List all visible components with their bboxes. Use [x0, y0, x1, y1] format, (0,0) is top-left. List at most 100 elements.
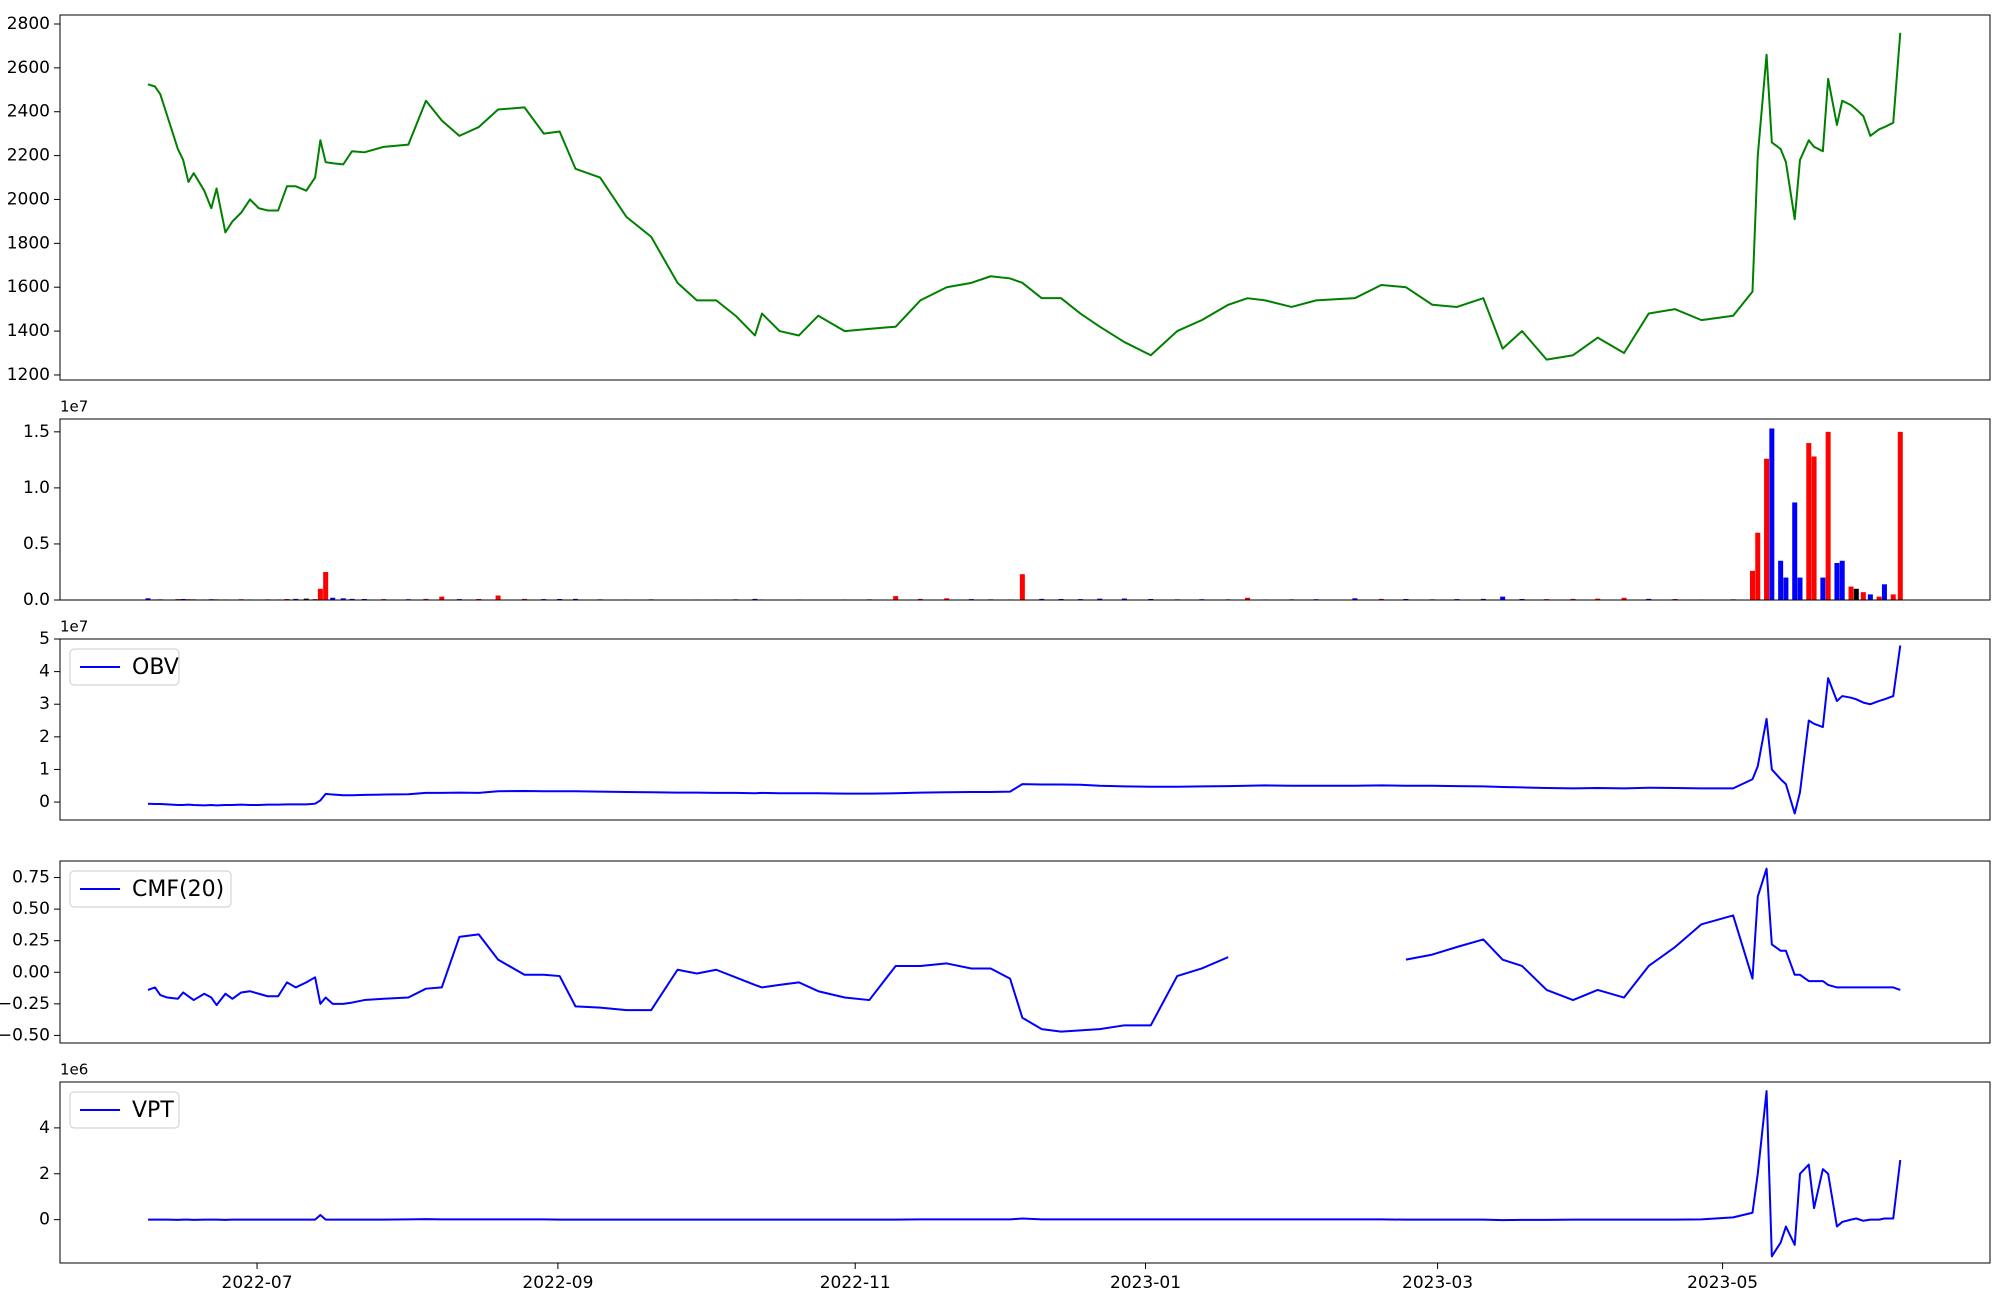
legend-label: VPT	[132, 1098, 174, 1123]
y-tick-label: 0.0	[23, 590, 50, 610]
y-tick-label: 1800	[7, 233, 50, 253]
line	[147, 867, 1901, 1033]
y-tick-label: 2	[39, 727, 50, 747]
bar	[1806, 443, 1812, 600]
plot-frame	[59, 860, 1991, 1044]
bar	[1755, 532, 1761, 600]
bar	[917, 598, 923, 600]
bar	[1881, 584, 1887, 600]
y-tick-label: 1600	[7, 277, 50, 297]
bar	[1570, 598, 1576, 600]
bar	[1825, 431, 1831, 600]
y-tick-label: 0.00	[12, 962, 50, 982]
y-tick-label: 0	[39, 1210, 50, 1230]
line	[147, 645, 1902, 815]
bar	[1834, 563, 1840, 600]
bar	[1783, 577, 1789, 600]
y-tick-label: 2400	[7, 102, 50, 122]
bar	[145, 598, 151, 600]
bar	[1148, 598, 1154, 600]
bar	[423, 598, 429, 600]
legend-box	[69, 1091, 180, 1129]
bar	[1403, 598, 1409, 600]
bar	[317, 588, 323, 600]
bar	[1121, 598, 1127, 600]
y-tick-label: 0.5	[23, 534, 50, 554]
y-tick-label: 2800	[7, 14, 50, 34]
bar	[1820, 577, 1826, 600]
y-tick-label: 1400	[7, 321, 50, 341]
bar	[495, 595, 501, 600]
bar	[1646, 598, 1652, 600]
x-tick-label: 2022-11	[820, 1273, 891, 1293]
bar	[1792, 502, 1798, 600]
bar	[1797, 577, 1803, 600]
bar	[323, 571, 329, 600]
bar	[349, 598, 355, 600]
plot-frame	[59, 418, 1991, 601]
bar	[521, 598, 527, 600]
y-tick-label: 1.0	[23, 478, 50, 498]
legend-box	[69, 870, 232, 908]
bar	[1245, 597, 1251, 600]
x-tick-label: 2023-05	[1687, 1273, 1758, 1293]
bar	[1890, 594, 1896, 600]
bar	[1672, 598, 1678, 600]
bar	[1860, 592, 1866, 600]
bar	[284, 598, 290, 600]
bar	[1839, 560, 1845, 600]
bar	[1867, 594, 1873, 600]
y-tick-label: −0.50	[0, 1025, 50, 1045]
bar	[1378, 598, 1384, 600]
bar	[1764, 458, 1770, 600]
x-tick-label: 2023-01	[1110, 1273, 1181, 1293]
y-tick-label: 0	[39, 792, 50, 812]
y-tick-label: 4	[39, 662, 50, 682]
bar	[1853, 588, 1859, 600]
y-tick-label: 0.25	[12, 931, 50, 951]
bar	[893, 596, 899, 600]
bar	[476, 598, 482, 600]
bar	[572, 598, 578, 600]
x-tick-label: 2022-09	[522, 1273, 593, 1293]
bar	[557, 598, 563, 600]
line	[147, 1090, 1902, 1258]
y-tick-label: 4	[39, 1118, 50, 1138]
bar	[1519, 598, 1525, 600]
plot-frame	[59, 14, 1991, 381]
y-tick-label: 2200	[7, 146, 50, 166]
y-tick-label: 0.50	[12, 899, 50, 919]
y-tick-label: 1200	[7, 365, 50, 385]
plot-frame	[59, 1081, 1991, 1264]
bar	[330, 597, 336, 600]
legend-label: CMF(20)	[132, 877, 224, 902]
y-tick-label: 5	[39, 629, 50, 649]
bar	[1769, 428, 1775, 600]
bar	[1876, 596, 1882, 600]
y-tick-label: 2600	[7, 58, 50, 78]
y-tick-label: 2	[39, 1164, 50, 1184]
bar	[1019, 574, 1025, 600]
bar	[180, 598, 186, 600]
bar	[1897, 431, 1903, 600]
bar	[361, 598, 367, 600]
bar	[293, 598, 299, 600]
bar	[303, 598, 309, 600]
bar	[439, 596, 445, 600]
bar	[944, 598, 950, 600]
y-tick-label: 1	[39, 759, 50, 779]
bar	[340, 598, 346, 600]
offset-text: 1e7	[60, 398, 88, 416]
bar	[1097, 598, 1103, 600]
offset-text: 1e6	[60, 1061, 88, 1079]
y-tick-label: 3	[39, 694, 50, 714]
bar	[752, 598, 758, 600]
bar	[1621, 597, 1627, 600]
offset-text: 1e7	[60, 618, 88, 636]
x-tick-label: 2023-03	[1402, 1273, 1473, 1293]
y-tick-label: −0.25	[0, 994, 50, 1014]
bar	[1595, 598, 1601, 600]
bar	[1480, 598, 1486, 600]
